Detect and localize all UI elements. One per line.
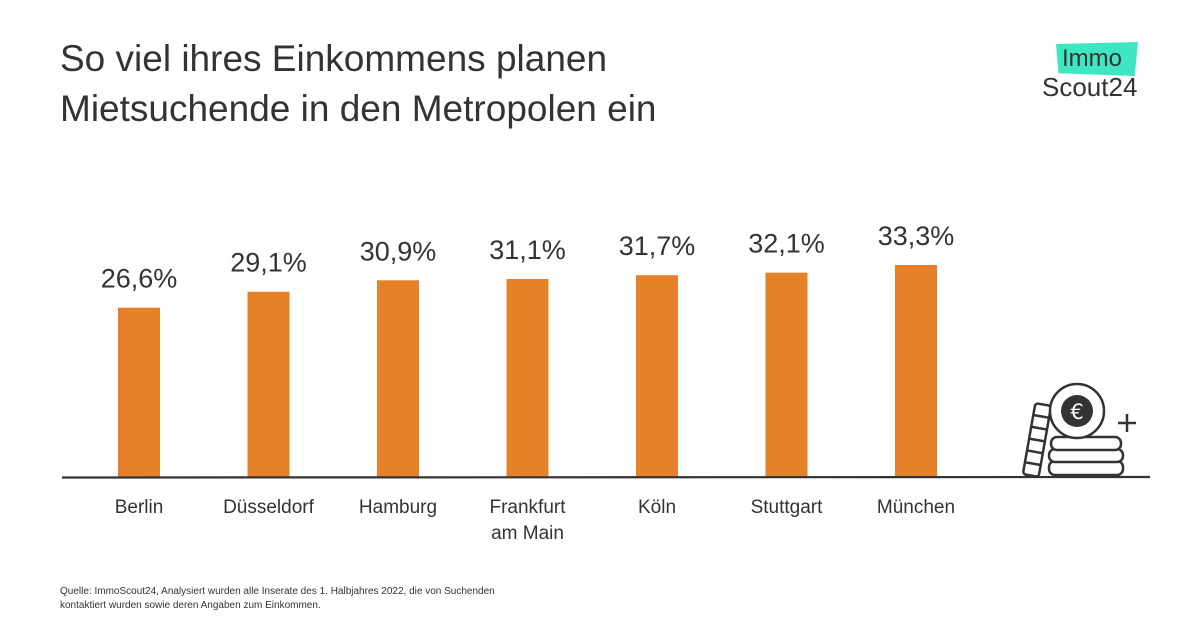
source-note-line-2: kontaktiert wurden sowie deren Angaben z… [60, 600, 321, 611]
bar-5 [765, 272, 808, 477]
source-note-line-1: Quelle: ImmoScout24, Analysiert wurden a… [60, 586, 495, 597]
value-label-4: 31,7% [619, 231, 696, 261]
value-label-5: 32,1% [748, 229, 825, 259]
svg-text:€: € [1070, 400, 1083, 424]
category-label-3-line-2: am Main [491, 523, 564, 544]
category-label-1: Düsseldorf [223, 497, 315, 518]
category-labels: Berlin Düsseldorf Hamburg Frankfurt am Main K… [115, 497, 955, 544]
category-label-2: Hamburg [359, 497, 437, 518]
category-label-0: Berlin [115, 497, 164, 518]
bar-4 [636, 275, 678, 477]
baseline [61, 475, 1151, 479]
logo-text-immo: Immo [1062, 45, 1122, 72]
category-label-3: Frankfurt [489, 497, 566, 518]
bar-3 [506, 279, 549, 477]
bar-2 [377, 280, 419, 477]
bar-0 [118, 307, 160, 477]
category-label-5: Stuttgart [751, 497, 824, 518]
value-label-3: 31,1% [489, 235, 566, 265]
euro-coins-icon: € [1022, 382, 1136, 478]
value-label-2: 30,9% [360, 236, 437, 266]
chart-title: So viel ihres Einkommens planen Mietsuch… [60, 34, 960, 134]
bar-6 [895, 265, 937, 477]
category-label-6: München [877, 497, 955, 518]
value-label-1: 29,1% [230, 248, 307, 278]
bar-1 [247, 291, 290, 477]
category-label-4: Köln [638, 497, 676, 518]
bar-series [118, 265, 937, 477]
chart-title-line-1: So viel ihres Einkommens planen [60, 38, 608, 79]
logo-text-scout24: Scout24 [1042, 72, 1138, 102]
immoscout24-logo: Immo Scout24 [1040, 40, 1150, 110]
value-label-6: 33,3% [878, 221, 955, 251]
chart-title-line-2: Mietsuchende in den Metropolen ein [60, 88, 657, 129]
value-labels: 26,6% 29,1% 30,9% 31,1% 31,7% 32,1% 33,3% [101, 221, 955, 294]
source-note: Quelle: ImmoScout24, Analysiert wurden a… [60, 585, 580, 613]
logo-accent-box [1056, 42, 1138, 76]
value-label-0: 26,6% [101, 264, 178, 294]
